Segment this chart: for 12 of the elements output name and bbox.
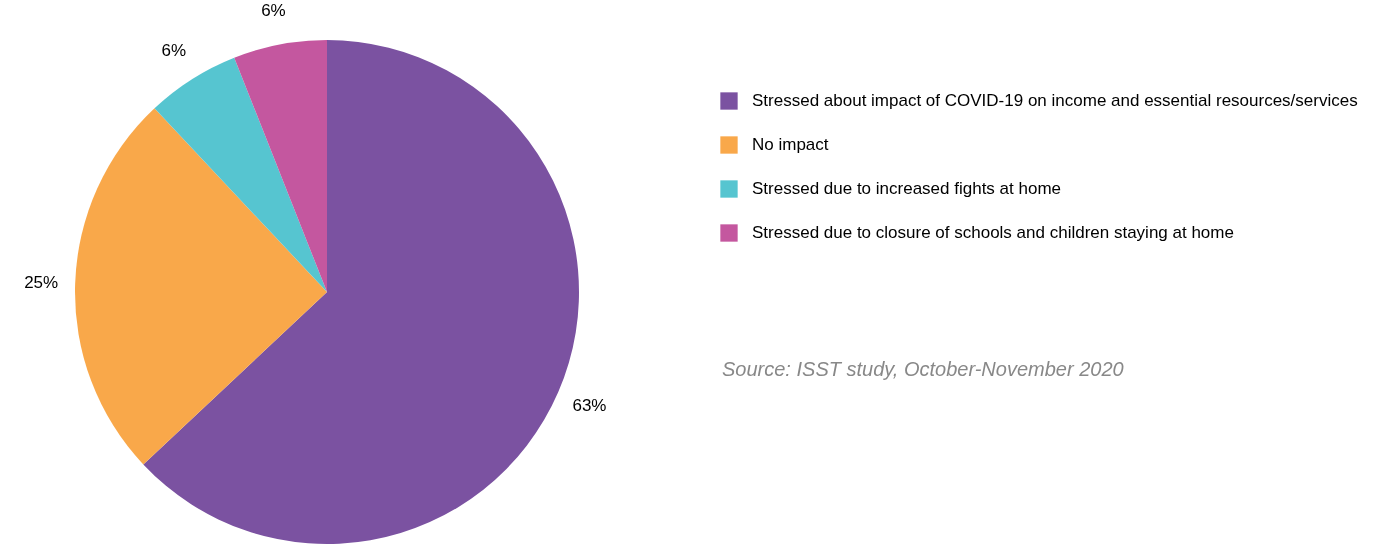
- source-note: Source: ISST study, October-November 2020: [722, 358, 1124, 380]
- legend-label: Stressed due to closure of schools and children staying at home: [752, 223, 1234, 242]
- legend-label: No impact: [752, 135, 829, 154]
- data-label: 63%: [572, 395, 607, 415]
- data-label: 6%: [161, 40, 187, 60]
- pie-slice: [75, 108, 327, 465]
- legend-label: Stressed due to increased fights at home: [752, 179, 1062, 198]
- data-label: 25%: [24, 273, 59, 293]
- legend-label: Stressed about impact of COVID-19 on income and essential resources/services: [752, 91, 1358, 110]
- pie-slice: [154, 57, 327, 292]
- pie-slice: [234, 40, 327, 292]
- data-label: 6%: [261, 1, 286, 21]
